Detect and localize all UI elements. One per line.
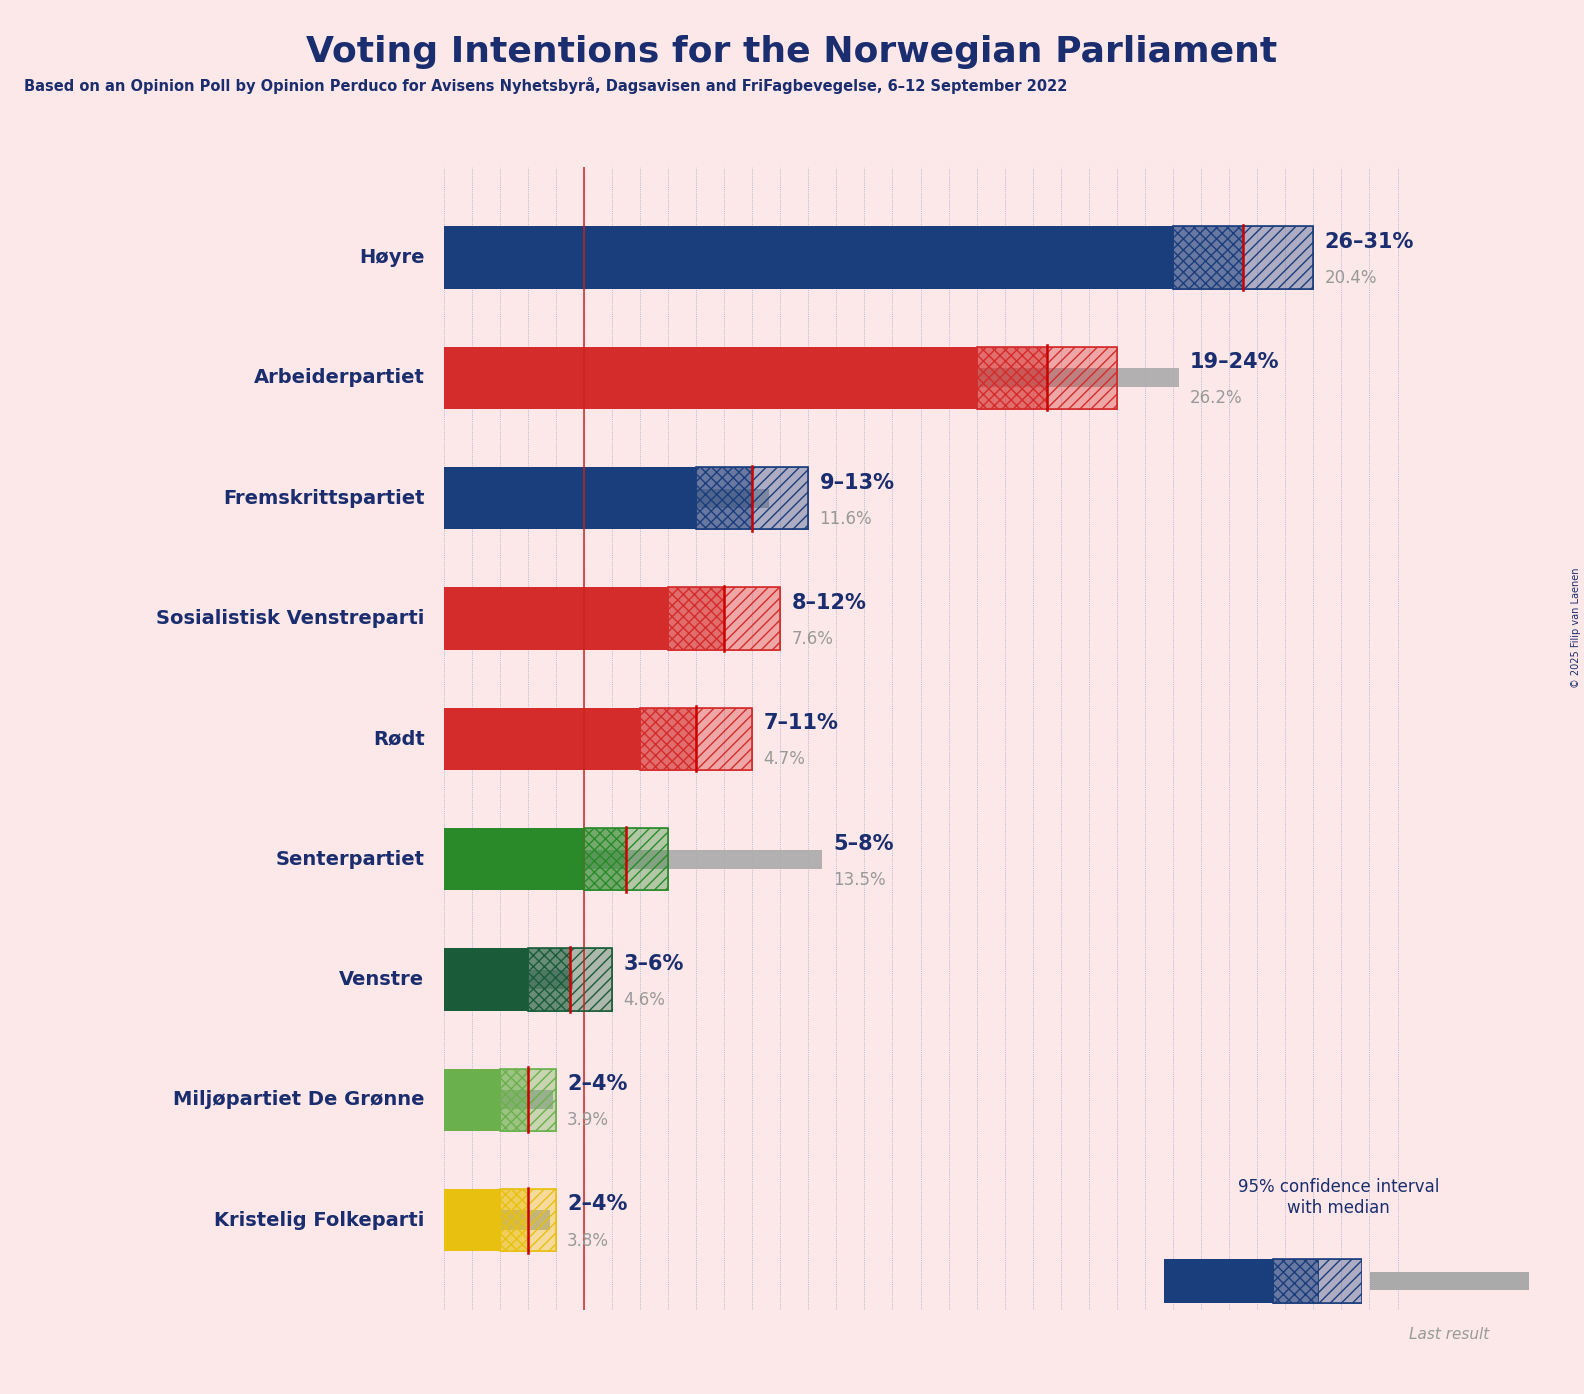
Text: 26.2%: 26.2% bbox=[1190, 389, 1242, 407]
Text: Based on an Opinion Poll by Opinion Perduco for Avisens Nyhetsbyrå, Dagsavisen a: Based on an Opinion Poll by Opinion Perd… bbox=[24, 77, 1068, 93]
Bar bbox=[444, 849, 822, 868]
Bar bbox=[695, 467, 752, 530]
Text: Voting Intentions for the Norwegian Parliament: Voting Intentions for the Norwegian Parl… bbox=[306, 35, 1278, 68]
Bar bbox=[499, 1189, 527, 1252]
Bar bbox=[1318, 1259, 1362, 1303]
Text: 4.7%: 4.7% bbox=[763, 750, 805, 768]
Bar bbox=[444, 1210, 550, 1230]
Bar bbox=[1243, 226, 1313, 289]
Bar bbox=[444, 948, 527, 1011]
Bar bbox=[499, 1189, 527, 1252]
Bar bbox=[1274, 1259, 1318, 1303]
Bar bbox=[1047, 347, 1117, 408]
Bar bbox=[695, 708, 752, 769]
Bar bbox=[1318, 1259, 1362, 1303]
Bar bbox=[640, 708, 695, 769]
Bar bbox=[724, 587, 781, 650]
Bar bbox=[1174, 226, 1243, 289]
Bar bbox=[626, 828, 668, 891]
Bar bbox=[444, 368, 1178, 388]
Bar bbox=[570, 948, 611, 1011]
Text: Fremskrittspartiet: Fremskrittspartiet bbox=[223, 489, 425, 507]
Text: 3.8%: 3.8% bbox=[567, 1231, 608, 1249]
Bar bbox=[695, 467, 752, 530]
Bar bbox=[444, 970, 572, 990]
Text: 8–12%: 8–12% bbox=[792, 592, 866, 613]
Text: Sosialistisk Venstreparti: Sosialistisk Venstreparti bbox=[157, 609, 425, 627]
Text: 3.9%: 3.9% bbox=[567, 1111, 608, 1129]
Bar bbox=[724, 587, 781, 650]
Text: 20.4%: 20.4% bbox=[1324, 269, 1376, 287]
Bar bbox=[444, 347, 977, 408]
Bar bbox=[977, 347, 1047, 408]
Bar bbox=[668, 587, 724, 650]
Bar bbox=[1274, 1259, 1318, 1303]
Text: 19–24%: 19–24% bbox=[1190, 353, 1280, 372]
Bar bbox=[444, 1090, 553, 1110]
Bar bbox=[444, 1069, 499, 1131]
Text: 4.6%: 4.6% bbox=[623, 991, 665, 1009]
Bar bbox=[1047, 347, 1117, 408]
Bar bbox=[584, 828, 626, 891]
Text: 95% confidence interval
with median: 95% confidence interval with median bbox=[1237, 1178, 1440, 1217]
Text: Arbeiderpartiet: Arbeiderpartiet bbox=[253, 368, 425, 388]
Bar bbox=[527, 1189, 556, 1252]
Bar bbox=[444, 467, 695, 530]
Bar bbox=[527, 1069, 556, 1131]
Text: 5–8%: 5–8% bbox=[833, 834, 893, 853]
Bar bbox=[444, 248, 1015, 268]
Bar bbox=[584, 828, 626, 891]
Text: 2–4%: 2–4% bbox=[567, 1075, 627, 1094]
Text: 2–4%: 2–4% bbox=[567, 1195, 627, 1214]
Text: Høyre: Høyre bbox=[360, 248, 425, 268]
Text: 11.6%: 11.6% bbox=[819, 510, 873, 527]
Bar bbox=[444, 488, 768, 507]
Bar bbox=[499, 1069, 527, 1131]
Text: 7.6%: 7.6% bbox=[792, 630, 833, 648]
Text: 7–11%: 7–11% bbox=[763, 714, 838, 733]
Text: 26–31%: 26–31% bbox=[1324, 231, 1415, 252]
Text: Kristelig Folkeparti: Kristelig Folkeparti bbox=[214, 1210, 425, 1230]
Bar bbox=[640, 708, 695, 769]
Text: © 2025 Filip van Laenen: © 2025 Filip van Laenen bbox=[1571, 567, 1581, 687]
Text: Last result: Last result bbox=[1410, 1327, 1489, 1342]
Bar bbox=[752, 467, 808, 530]
Bar bbox=[444, 587, 668, 650]
Bar bbox=[444, 708, 640, 769]
Bar bbox=[570, 948, 611, 1011]
Text: 13.5%: 13.5% bbox=[833, 871, 885, 888]
Bar bbox=[527, 1189, 556, 1252]
Text: Venstre: Venstre bbox=[339, 970, 425, 988]
Bar bbox=[752, 467, 808, 530]
Bar bbox=[444, 609, 657, 629]
Bar bbox=[444, 226, 1174, 289]
Bar bbox=[444, 1189, 499, 1252]
Bar bbox=[444, 729, 575, 749]
Text: 3–6%: 3–6% bbox=[623, 953, 683, 974]
Bar bbox=[1243, 226, 1313, 289]
Bar bbox=[499, 1069, 527, 1131]
Bar bbox=[444, 828, 584, 891]
Bar bbox=[1174, 226, 1243, 289]
Bar bbox=[1370, 1271, 1529, 1291]
Bar bbox=[977, 347, 1047, 408]
Text: 9–13%: 9–13% bbox=[819, 473, 895, 492]
Bar bbox=[1164, 1259, 1274, 1303]
Bar bbox=[527, 1069, 556, 1131]
Text: Miljøpartiet De Grønne: Miljøpartiet De Grønne bbox=[173, 1090, 425, 1110]
Bar bbox=[527, 948, 570, 1011]
Bar bbox=[626, 828, 668, 891]
Bar bbox=[527, 948, 570, 1011]
Bar bbox=[695, 708, 752, 769]
Bar bbox=[668, 587, 724, 650]
Text: Rødt: Rødt bbox=[372, 729, 425, 749]
Text: Senterpartiet: Senterpartiet bbox=[276, 850, 425, 868]
